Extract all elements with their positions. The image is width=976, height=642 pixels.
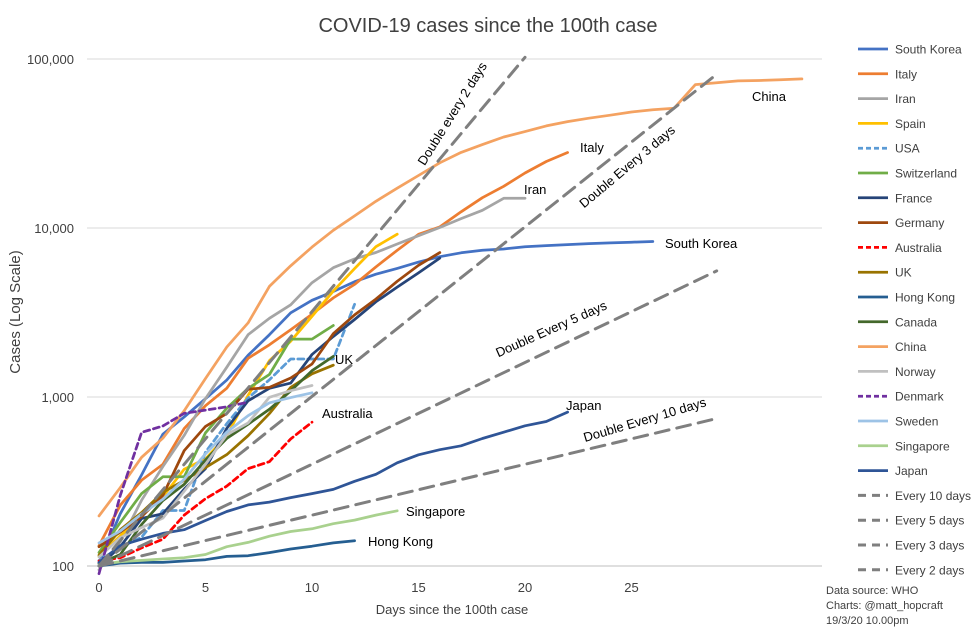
credit-date: 19/3/20 10.00pm	[826, 615, 909, 627]
series-line-sweden	[97, 391, 314, 545]
credit-source: Data source: WHO	[826, 585, 919, 597]
legend-label-south-korea: South Korea	[895, 43, 962, 57]
x-tick-label: 0	[95, 580, 102, 595]
gridlines	[87, 58, 822, 567]
legend-label-every-3-days: Every 3 days	[895, 539, 964, 553]
reference-label-every-5-days: Double Every 5 days	[493, 297, 609, 360]
legend-label-france: France	[895, 191, 933, 205]
series-line-hong-kong	[97, 539, 356, 568]
series-line-south-korea	[97, 240, 655, 565]
y-tick-label: 100,000	[27, 52, 74, 67]
x-tick-label: 20	[518, 580, 532, 595]
reference-label-every-2-days: Double every 2 days	[414, 59, 490, 168]
legend-label-italy: Italy	[895, 67, 917, 81]
legend-label-germany: Germany	[895, 216, 944, 230]
series-line-every-3-days	[97, 72, 719, 568]
legend-label-spain: Spain	[895, 117, 926, 131]
x-tick-label: 10	[305, 580, 319, 595]
series-labels: South Korea Italy Iran Australia UK Hong Kong…	[322, 59, 787, 549]
chart-title: COVID-19 cases since the 100th case	[318, 15, 657, 37]
legend-label-singapore: Singapore	[895, 439, 950, 453]
series-line-every-2-days	[97, 55, 527, 568]
legend-label-china: China	[895, 340, 927, 354]
y-axis-label: Cases (Log Scale)	[7, 250, 24, 373]
y-tick-label: 10,000	[34, 221, 74, 236]
legend: South Korea Italy Iran Spain USA Switzerland F…	[858, 43, 971, 577]
series-line-japan	[97, 410, 569, 564]
legend-label-usa: USA	[895, 142, 920, 156]
legend-label-every-5-days: Every 5 days	[895, 514, 964, 528]
series-line-denmark	[97, 400, 250, 576]
x-tick-label: 5	[202, 580, 209, 595]
series-line-singapore	[97, 509, 399, 566]
series-label-singapore: Singapore	[406, 504, 465, 519]
legend-label-every-10-days: Every 10 days	[895, 489, 971, 503]
x-axis-label: Days since the 100th case	[376, 602, 528, 617]
series-line-every-10-days	[97, 417, 719, 568]
x-tick-label: 15	[411, 580, 425, 595]
y-tick-label: 100	[52, 559, 74, 574]
axis-ticks: 100 1,000 10,000 100,000 0 5 10 15 20 25	[27, 52, 639, 595]
reference-label-every-3-days: Double Every 3 days	[576, 122, 678, 211]
legend-label-hong-kong: Hong Kong	[895, 291, 955, 305]
series-label-hong-kong: Hong Kong	[368, 534, 433, 549]
series-lines	[97, 55, 804, 576]
x-tick-label: 25	[624, 580, 638, 595]
series-line-every-5-days	[97, 269, 719, 568]
chart-credits: Data source: WHO Charts: @matt_hopcraft …	[826, 584, 943, 629]
series-line-germany	[97, 251, 442, 549]
legend-label-uk: UK	[895, 266, 912, 280]
legend-label-japan: Japan	[895, 464, 928, 478]
legend-label-iran: Iran	[895, 92, 916, 106]
legend-label-every-2-days: Every 2 days	[895, 563, 964, 577]
series-label-uk: UK	[335, 352, 353, 367]
legend-label-norway: Norway	[895, 365, 936, 379]
series-line-italy	[97, 151, 569, 547]
series-label-japan: Japan	[566, 398, 601, 413]
series-label-south-korea: South Korea	[665, 236, 738, 251]
series-line-china	[97, 77, 804, 518]
series-line-usa	[97, 302, 356, 562]
series-label-iran: Iran	[524, 182, 546, 197]
legend-label-denmark: Denmark	[895, 390, 945, 404]
legend-label-switzerland: Switzerland	[895, 167, 957, 181]
series-line-norway	[97, 384, 314, 559]
y-tick-label: 1,000	[41, 390, 74, 405]
series-label-china: China	[752, 89, 787, 104]
series-line-australia	[97, 420, 314, 563]
series-label-australia: Australia	[322, 406, 373, 421]
legend-label-australia: Australia	[895, 241, 942, 255]
legend-label-sweden: Sweden	[895, 415, 938, 429]
series-line-iran	[97, 196, 527, 572]
series-label-italy: Italy	[580, 140, 604, 155]
credit-author: Charts: @matt_hopcraft	[826, 600, 943, 612]
legend-label-canada: Canada	[895, 315, 937, 329]
